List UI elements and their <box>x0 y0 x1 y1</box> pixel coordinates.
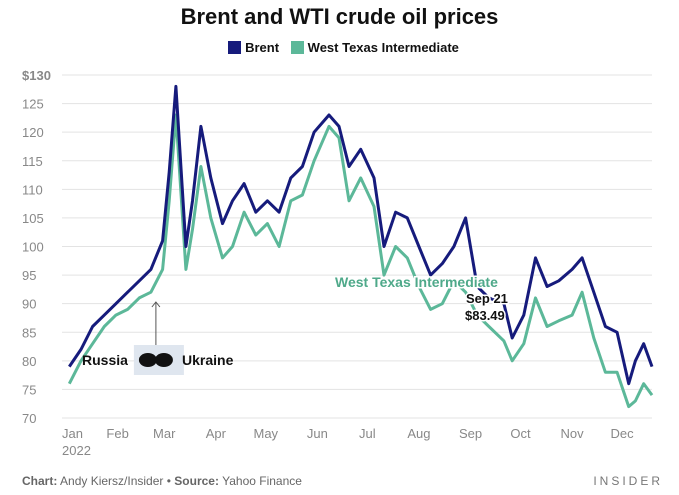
x-tick-label: Apr <box>206 426 227 441</box>
chart-label: Chart: <box>22 474 58 488</box>
x-tick-label: Sep <box>459 426 482 441</box>
x-tick-label: Oct <box>510 426 531 441</box>
x-tick-label: Aug <box>407 426 430 441</box>
y-tick-label: 80 <box>22 354 36 369</box>
series-line-brent <box>68 84 654 386</box>
brand-logo: INSIDER <box>593 474 663 488</box>
y-tick-label: 75 <box>22 382 36 397</box>
annotation-ukraine: Ukraine <box>182 352 234 368</box>
y-tick-label: $130 <box>22 68 51 83</box>
x-tick-label: Feb <box>106 426 128 441</box>
boxing-glove-right-icon <box>154 353 173 367</box>
y-tick-label: 110 <box>22 182 43 197</box>
y-tick-label: 85 <box>22 325 36 340</box>
series-label-wti: West Texas Intermediate <box>335 274 498 290</box>
point-date-label: Sep 21 <box>466 291 508 306</box>
point-value-label: $83.49 <box>465 308 505 323</box>
footer-credit: Chart: Andy Kiersz/Insider • Source: Yah… <box>22 474 302 488</box>
boxing-glove-left-icon <box>138 353 157 367</box>
legend-label-wti: West Texas Intermediate <box>307 40 459 55</box>
arrow-head-icon <box>151 301 161 308</box>
y-tick-label: 100 <box>22 240 44 255</box>
legend-swatch-brent <box>228 41 242 54</box>
x-tick-label: Mar <box>153 426 176 441</box>
y-tick-label: 120 <box>22 125 44 140</box>
chart-credit: Andy Kiersz/Insider <box>60 474 164 488</box>
y-tick-label: 90 <box>22 297 36 312</box>
x-tick-label: Jul <box>359 426 376 441</box>
x-tick-label: Dec <box>610 426 634 441</box>
source: Yahoo Finance <box>222 474 302 488</box>
annotation-russia: Russia <box>82 352 128 368</box>
series-line-wti <box>67 113 654 409</box>
x-tick-label: Jun <box>307 426 328 441</box>
legend-label-brent: Brent <box>245 40 280 55</box>
x-tick-label: Nov <box>561 426 585 441</box>
y-tick-label: 95 <box>22 268 36 283</box>
legend-swatch-wti <box>290 41 304 54</box>
chart-title: Brent and WTI crude oil prices <box>180 4 499 29</box>
x-tick-label: 2022 <box>62 443 91 458</box>
y-tick-label: 105 <box>22 211 44 226</box>
y-tick-label: 115 <box>22 154 43 169</box>
y-tick-label: 70 <box>22 411 36 426</box>
legend: Brent West Texas Intermediate <box>0 40 679 55</box>
x-tick-label: Jan <box>62 426 83 441</box>
plot-area: $130 125 120 115 110 105 100 95 90 85 80 75 70 Jan 202… <box>22 68 654 458</box>
separator: • <box>166 474 171 488</box>
x-tick-label: May <box>253 426 278 441</box>
source-label: Source: <box>174 474 219 488</box>
y-tick-label: 125 <box>22 97 44 112</box>
